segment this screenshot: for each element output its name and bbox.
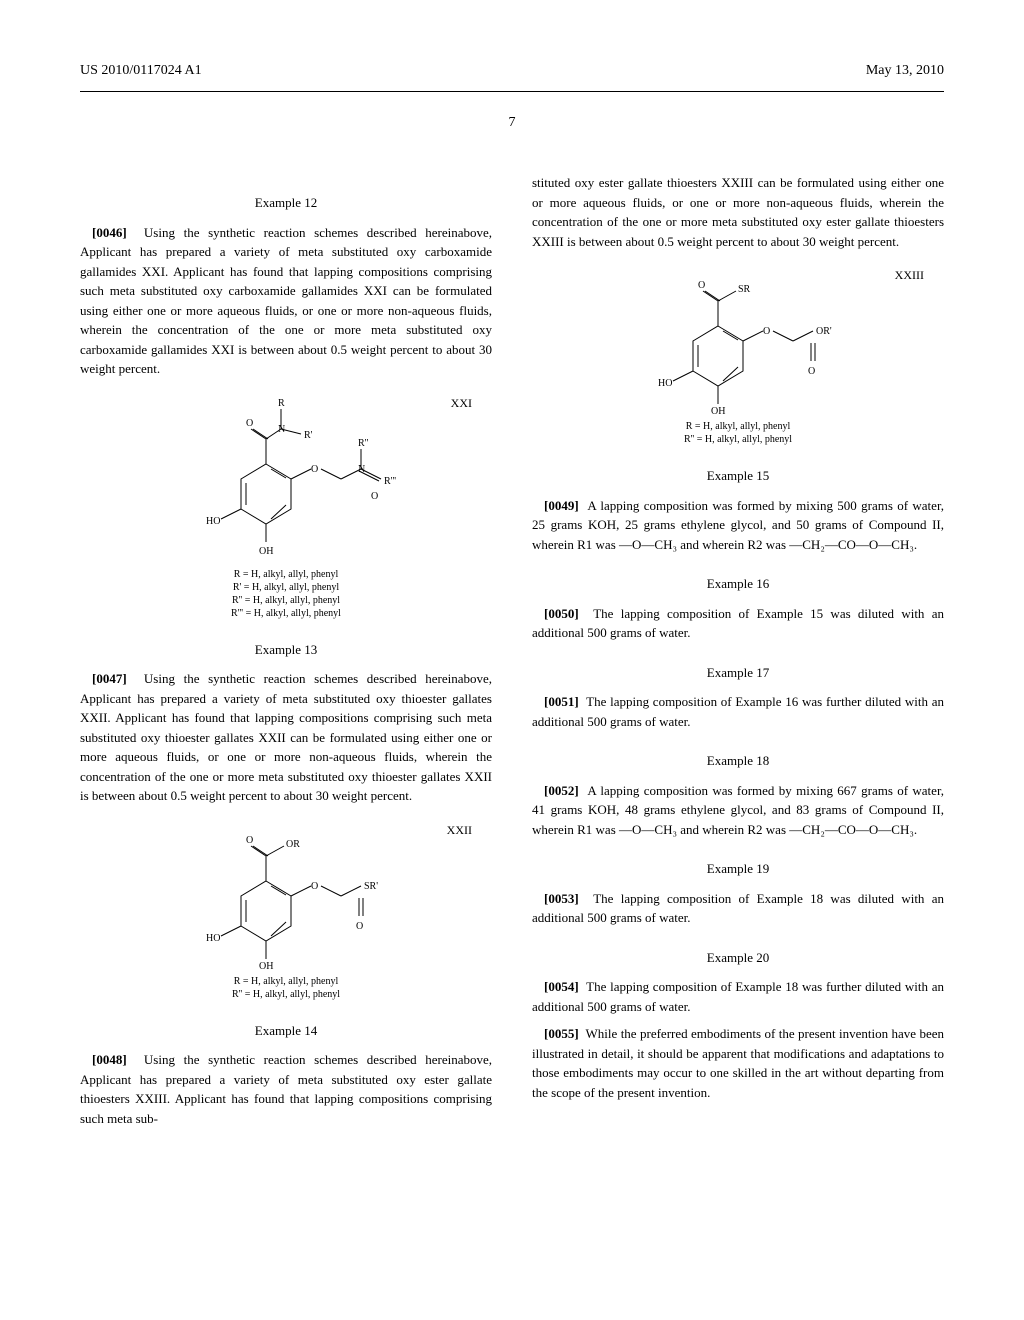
example-12-title: Example 12 [80, 193, 492, 213]
paragraph-continuation: stituted oxy ester gallate thioesters XX… [532, 173, 944, 251]
svg-text:OR: OR [286, 839, 300, 850]
paragraph-0050: [0050] The lapping composition of Exampl… [532, 604, 944, 643]
svg-text:N: N [358, 464, 365, 475]
example-19-title: Example 19 [532, 859, 944, 879]
svg-text:O: O [808, 366, 815, 377]
structure-xxiii-caption: R = H, alkyl, allyl, phenyl R'' = H, alk… [532, 420, 944, 446]
svg-text:OH: OH [259, 961, 273, 971]
paragraph-0048: [0048] Using the synthetic reaction sche… [80, 1050, 492, 1128]
svg-text:O: O [698, 280, 705, 291]
svg-text:O: O [311, 464, 318, 475]
para-num-0053: [0053] [544, 891, 579, 906]
svg-text:HO: HO [658, 378, 672, 389]
para-text-0049: A lapping composition was formed by mixi… [532, 498, 944, 552]
structure-xxiii-svg: O SR O OR' O HO OH [618, 266, 858, 416]
right-column: stituted oxy ester gallate thioesters XX… [532, 173, 944, 1136]
paragraph-0047: [0047] Using the synthetic reaction sche… [80, 669, 492, 806]
para-text-0046: Using the synthetic reaction schemes des… [80, 225, 492, 377]
example-15-title: Example 15 [532, 466, 944, 486]
structure-xxi-label: XXI [451, 394, 472, 412]
header-divider [80, 91, 944, 92]
structure-xxi-caption: R = H, alkyl, allyl, phenyl R' = H, alky… [80, 568, 492, 620]
para-num-0049: [0049] [544, 498, 579, 513]
para-text-0048: Using the synthetic reaction schemes des… [80, 1052, 492, 1126]
paragraph-0046: [0046] Using the synthetic reaction sche… [80, 223, 492, 379]
paragraph-0049: [0049] A lapping composition was formed … [532, 496, 944, 555]
structure-xxii-svg: O OR O SR' O HO OH [166, 821, 406, 971]
example-20-title: Example 20 [532, 948, 944, 968]
svg-text:O: O [371, 491, 378, 502]
paragraph-0055: [0055] While the preferred embodiments o… [532, 1024, 944, 1102]
left-column: Example 12 [0046] Using the synthetic re… [80, 173, 492, 1136]
svg-text:O: O [356, 921, 363, 932]
structure-xxiii: XXIII [532, 266, 944, 446]
svg-text:N: N [278, 424, 285, 435]
para-num-0052: [0052] [544, 783, 579, 798]
paragraph-0051: [0051] The lapping composition of Exampl… [532, 692, 944, 731]
para-num-0047: [0047] [92, 671, 127, 686]
svg-text:OH: OH [711, 406, 725, 416]
svg-text:HO: HO [206, 933, 220, 944]
svg-text:O: O [246, 418, 253, 429]
structure-xxi: XXI [80, 394, 492, 620]
svg-text:O: O [311, 881, 318, 892]
para-num-0055: [0055] [544, 1026, 579, 1041]
para-text-0047: Using the synthetic reaction schemes des… [80, 671, 492, 803]
para-text-0053: The lapping composition of Example 18 wa… [532, 891, 944, 926]
para-num-0048: [0048] [92, 1052, 127, 1067]
example-18-title: Example 18 [532, 751, 944, 771]
para-num-0054: [0054] [544, 979, 579, 994]
paragraph-0052: [0052] A lapping composition was formed … [532, 781, 944, 840]
page-number: 7 [80, 112, 944, 133]
svg-text:SR': SR' [364, 881, 378, 892]
para-text-0051: The lapping composition of Example 16 wa… [532, 694, 944, 729]
svg-text:OH: OH [259, 546, 273, 557]
structure-xxiii-label: XXIII [895, 266, 924, 284]
example-16-title: Example 16 [532, 574, 944, 594]
para-text-0054: The lapping composition of Example 18 wa… [532, 979, 944, 1014]
page-header: US 2010/0117024 A1 May 13, 2010 [80, 60, 944, 81]
svg-text:OR': OR' [816, 326, 832, 337]
patent-number: US 2010/0117024 A1 [80, 60, 202, 81]
svg-text:SR: SR [738, 284, 751, 295]
svg-text:R''': R''' [384, 476, 396, 487]
publication-date: May 13, 2010 [866, 60, 944, 81]
para-num-0050: [0050] [544, 606, 579, 621]
structure-xxi-svg: O R N R' O R'' N R''' O HO OH [166, 394, 406, 564]
svg-text:R'': R'' [358, 438, 368, 449]
paragraph-0054: [0054] The lapping composition of Exampl… [532, 977, 944, 1016]
svg-text:O: O [246, 835, 253, 846]
para-text-0055: While the preferred embodiments of the p… [532, 1026, 944, 1100]
structure-xxii-label: XXII [447, 821, 472, 839]
svg-text:R: R [278, 398, 285, 409]
para-text-0052: A lapping composition was formed by mixi… [532, 783, 944, 837]
para-num-0046: [0046] [92, 225, 127, 240]
structure-xxii-caption: R = H, alkyl, allyl, phenyl R'' = H, alk… [80, 975, 492, 1001]
para-text-0050: The lapping composition of Example 15 wa… [532, 606, 944, 641]
paragraph-0053: [0053] The lapping composition of Exampl… [532, 889, 944, 928]
example-14-title: Example 14 [80, 1021, 492, 1041]
example-13-title: Example 13 [80, 640, 492, 660]
content-columns: Example 12 [0046] Using the synthetic re… [80, 173, 944, 1136]
svg-text:O: O [763, 326, 770, 337]
para-num-0051: [0051] [544, 694, 579, 709]
structure-xxii: XXII [80, 821, 492, 1001]
svg-text:R': R' [304, 430, 313, 441]
svg-text:HO: HO [206, 516, 220, 527]
example-17-title: Example 17 [532, 663, 944, 683]
